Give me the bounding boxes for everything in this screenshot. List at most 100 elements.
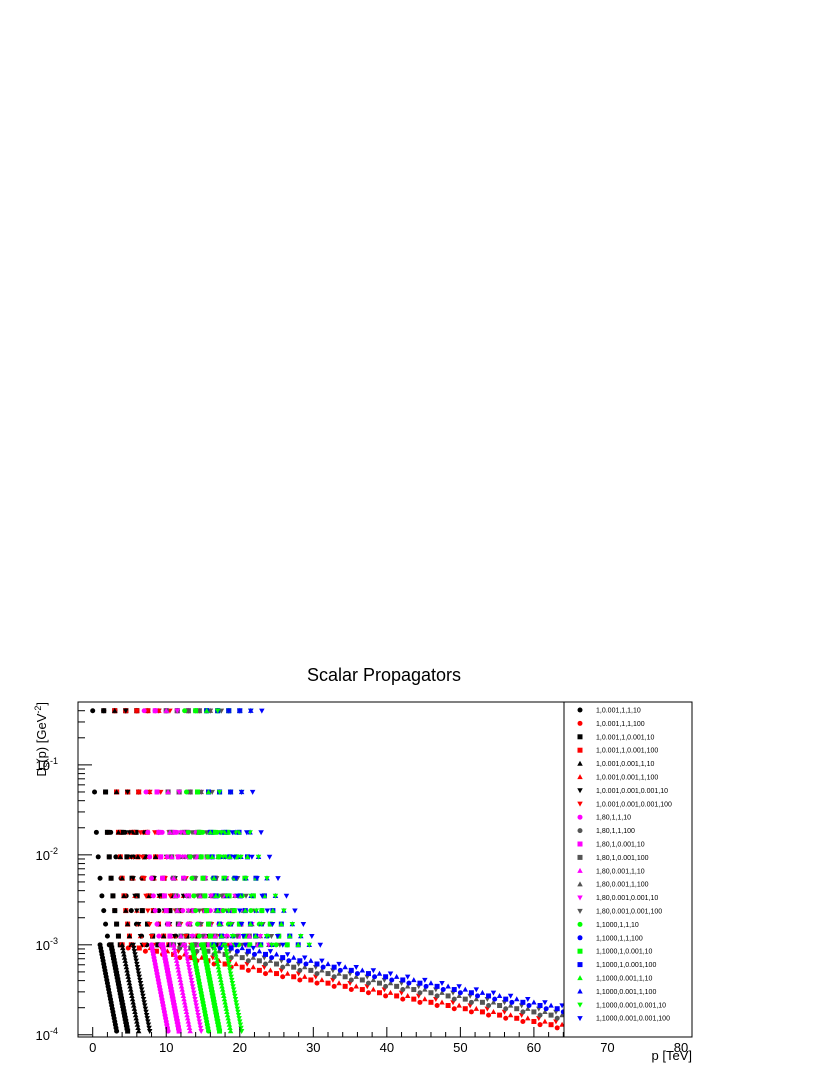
data-point bbox=[280, 955, 286, 961]
axes: 0 10 20 30 40 50 60 70 80 10-4 10-3 10-2 10-1 bbox=[36, 701, 688, 1055]
legend-label: 1,0.001,1,0.001,10 bbox=[596, 734, 654, 741]
legend-label: 1,80,1,0.001,10 bbox=[596, 842, 645, 849]
data-point bbox=[308, 967, 314, 973]
data-point bbox=[193, 1003, 200, 1009]
data-point bbox=[445, 983, 451, 989]
data-point bbox=[218, 977, 224, 983]
legend-marker bbox=[577, 962, 583, 968]
legend-label: 1,0.001,1,1,10 bbox=[596, 708, 641, 715]
data-point bbox=[439, 981, 445, 987]
data-point bbox=[95, 854, 101, 860]
data-point bbox=[115, 933, 121, 939]
data-point bbox=[479, 989, 486, 995]
data-point bbox=[187, 1028, 193, 1034]
data-point bbox=[212, 948, 219, 954]
data-point bbox=[233, 942, 239, 948]
data-point bbox=[124, 970, 131, 976]
data-point bbox=[286, 958, 292, 964]
data-point bbox=[132, 955, 139, 961]
data-point bbox=[468, 999, 474, 1005]
data-point bbox=[559, 1003, 565, 1009]
data-point bbox=[156, 933, 162, 939]
data-point bbox=[207, 829, 214, 835]
data-point bbox=[197, 1025, 204, 1031]
data-point bbox=[229, 981, 236, 987]
data-point bbox=[114, 974, 120, 980]
data-point bbox=[451, 1006, 457, 1012]
data-point bbox=[181, 996, 187, 1002]
data-point bbox=[214, 907, 221, 913]
data-point bbox=[238, 1025, 244, 1031]
data-point bbox=[203, 707, 210, 713]
data-point bbox=[359, 967, 366, 973]
data-point bbox=[189, 981, 195, 987]
data-point bbox=[216, 854, 222, 860]
data-point bbox=[160, 942, 166, 948]
data-point bbox=[254, 876, 260, 882]
data-point bbox=[207, 977, 213, 983]
data-point bbox=[186, 1024, 193, 1030]
data-point bbox=[161, 893, 167, 899]
data-point bbox=[221, 996, 228, 1002]
data-point bbox=[238, 854, 244, 860]
data-point bbox=[119, 999, 125, 1005]
data-point bbox=[244, 830, 250, 836]
data-point bbox=[212, 1006, 218, 1012]
data-point bbox=[247, 942, 253, 948]
data-point bbox=[172, 1006, 178, 1012]
data-point bbox=[387, 980, 394, 986]
data-point bbox=[281, 908, 287, 914]
data-point bbox=[372, 974, 378, 980]
data-point bbox=[248, 893, 254, 899]
legend-entry: 1,80,0.001,1,10 bbox=[577, 867, 645, 875]
legend-entry: 1,0.001,1,1,10 bbox=[577, 707, 641, 715]
data-point bbox=[473, 1005, 480, 1011]
legend-marker bbox=[577, 988, 583, 994]
legend-marker bbox=[577, 707, 583, 713]
legend-label: 1,0.001,0.001,0.001,10 bbox=[596, 788, 668, 795]
data-point bbox=[191, 990, 197, 996]
data-point bbox=[267, 921, 273, 927]
data-point bbox=[134, 961, 140, 967]
legend-marker bbox=[577, 774, 583, 780]
legend-entry: 1,80,1,1,10 bbox=[577, 814, 631, 822]
data-point bbox=[202, 951, 208, 957]
data-point bbox=[227, 971, 234, 977]
data-point bbox=[242, 942, 249, 948]
data-point bbox=[284, 942, 290, 948]
data-point bbox=[225, 1018, 232, 1024]
data-point bbox=[216, 921, 223, 927]
data-point bbox=[190, 987, 196, 993]
data-point bbox=[291, 974, 297, 980]
data-point bbox=[117, 990, 123, 996]
legend-label: 1,0.001,1,0.001,100 bbox=[596, 748, 658, 755]
data-point bbox=[175, 854, 181, 860]
data-point bbox=[270, 907, 276, 913]
data-point bbox=[520, 1018, 526, 1024]
data-point bbox=[503, 1006, 509, 1012]
data-point bbox=[179, 986, 185, 992]
data-point bbox=[298, 933, 304, 939]
data-point bbox=[134, 708, 140, 714]
data-point bbox=[125, 973, 131, 979]
data-point bbox=[177, 955, 183, 961]
data-point bbox=[400, 987, 406, 993]
data-point bbox=[428, 990, 434, 996]
data-point bbox=[121, 892, 127, 898]
data-point bbox=[342, 964, 348, 970]
data-point bbox=[256, 967, 262, 973]
data-point bbox=[226, 965, 233, 971]
data-point bbox=[215, 1022, 221, 1028]
legend-entry: 1,1000,1,0.001,100 bbox=[577, 962, 656, 969]
data-point bbox=[252, 933, 259, 939]
data-point bbox=[365, 980, 371, 986]
data-point bbox=[235, 893, 241, 899]
data-point bbox=[187, 921, 193, 927]
data-point bbox=[175, 1025, 181, 1031]
data-point bbox=[462, 1006, 468, 1012]
data-point bbox=[222, 942, 228, 948]
legend-entry: 1,1000,0.001,0.001,10 bbox=[577, 1002, 666, 1009]
data-point bbox=[132, 1009, 138, 1015]
data-point bbox=[233, 1003, 240, 1009]
data-point bbox=[166, 977, 172, 983]
